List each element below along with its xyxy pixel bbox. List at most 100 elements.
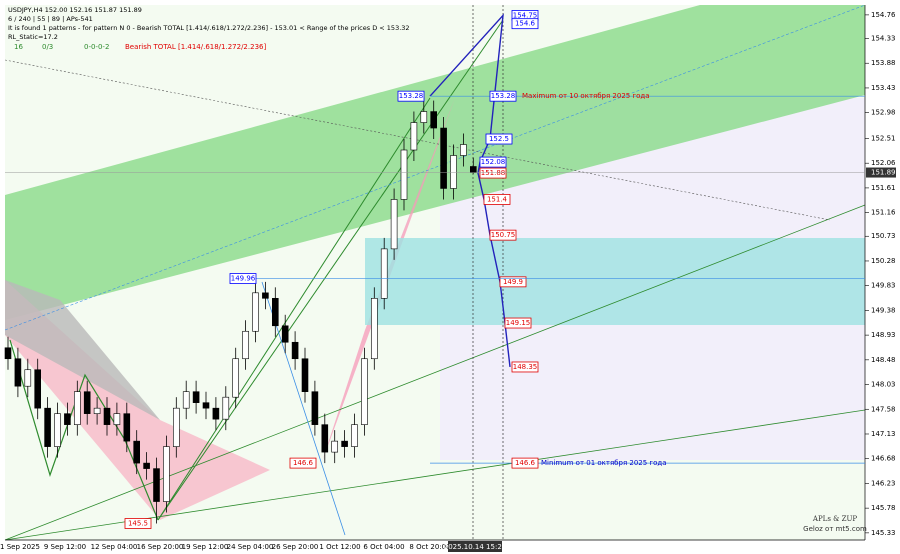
y-tick-label: 151.16 <box>871 209 896 217</box>
candle-body <box>83 391 91 414</box>
candle-body <box>370 298 378 360</box>
level-label: 145.5 <box>128 520 148 528</box>
x-tick-label: 12 Sep 04:00 <box>91 543 138 551</box>
status: 16 <box>14 43 23 51</box>
x-tick-label: 2025.10.14 15:24 <box>444 543 507 551</box>
trend-line <box>157 19 504 521</box>
candle-body <box>133 440 140 464</box>
price-label: 151.89 <box>871 169 896 177</box>
level-label: 149.15 <box>506 319 531 327</box>
x-tick-label: 16 Sep 20:00 <box>137 543 184 551</box>
trend-line <box>157 97 431 521</box>
level-box <box>483 194 511 205</box>
candle-body <box>400 149 408 200</box>
channel <box>5 5 865 320</box>
y-tick-label: 154.33 <box>871 35 896 43</box>
level-label: 149.9 <box>503 278 523 286</box>
level-label: 153.28 <box>399 92 424 100</box>
y-tick-label: 149.38 <box>871 306 896 314</box>
price-axis <box>865 5 900 554</box>
candle-body <box>440 127 447 189</box>
candle-body <box>252 292 259 332</box>
candle-body <box>390 199 398 250</box>
level-label: 151.4 <box>487 195 508 203</box>
level-label: 149.96 <box>231 275 256 283</box>
candle-body <box>173 407 180 447</box>
level-box <box>229 273 257 284</box>
level-label: 146.6 <box>515 459 536 467</box>
candle-body <box>123 413 131 442</box>
level-label: 146.6 <box>293 459 314 467</box>
candle-body <box>351 424 358 447</box>
y-tick-label: 147.58 <box>871 405 896 413</box>
candle-body <box>460 144 467 156</box>
candle-body <box>64 413 71 425</box>
candle-body <box>113 413 121 425</box>
forecast-line <box>429 13 511 368</box>
candle-body <box>311 391 319 425</box>
candle-body <box>291 341 299 360</box>
candle-body <box>14 358 22 387</box>
level-box <box>489 229 517 241</box>
candle-body <box>321 424 329 453</box>
trend-line <box>4 204 866 541</box>
candle-body <box>163 446 170 502</box>
y-tick-label: 150.73 <box>871 232 896 240</box>
y-tick-label: 153.43 <box>871 84 896 92</box>
y-tick-label: 152.51 <box>871 134 896 142</box>
level-box <box>485 133 513 145</box>
x-tick-label: 9 Sep 12:00 <box>44 543 86 551</box>
level-box <box>124 518 152 529</box>
level-box <box>479 167 507 179</box>
header-line: 6 / 240 | 55 | 89 | APs-541 <box>8 15 93 23</box>
time-marker <box>448 541 502 552</box>
x-tick-label: 6 Oct 04:00 <box>363 543 404 551</box>
status: 0-0-0-2 <box>84 43 109 51</box>
annotation: Maximum от 10 октября 2025 года <box>522 92 650 100</box>
level-label: 154.6 <box>515 20 536 28</box>
level-label: 152.08 <box>481 158 506 166</box>
y-tick-label: 146.68 <box>871 455 896 463</box>
level-label: 154.75 <box>513 11 538 19</box>
trend-line <box>4 59 831 221</box>
y-tick-label: 151.61 <box>871 184 896 192</box>
level-box <box>499 276 527 288</box>
y-tick-label: 153.88 <box>871 59 896 67</box>
candle-body <box>450 155 457 189</box>
level-box <box>289 457 317 469</box>
candle-body <box>202 402 210 409</box>
y-tick-label: 154.76 <box>871 11 896 19</box>
zone <box>365 238 865 325</box>
candle-body <box>420 111 428 123</box>
trend-line <box>4 4 866 331</box>
level-label: 153.28 <box>491 92 516 100</box>
candle-body <box>24 369 32 387</box>
candle-body <box>341 440 348 447</box>
candle-body <box>4 347 12 360</box>
y-tick-label: 148.03 <box>871 381 896 389</box>
candle-body <box>143 462 150 469</box>
x-tick-label: 19 Sep 12:00 <box>182 543 229 551</box>
y-tick-label: 148.48 <box>871 356 896 364</box>
candle-body <box>361 358 368 425</box>
y-tick-label: 152.06 <box>871 159 896 167</box>
y-tick-label: 147.13 <box>871 430 896 438</box>
candle-body <box>222 396 230 420</box>
price-box <box>866 167 896 178</box>
y-tick-label: 152.98 <box>871 109 896 117</box>
status: Bearish TOTAL [1.414/.618/1.272/2.236] <box>125 43 266 51</box>
x-tick-label: 26 Sep 20:00 <box>272 543 319 551</box>
candle-body <box>34 369 42 409</box>
header-line: RL_Static=17.2 <box>8 33 58 41</box>
watermark: Geloz от mt5.com <box>803 525 867 533</box>
level-label: 148.35 <box>513 363 538 371</box>
y-tick-label: 149.83 <box>871 282 896 290</box>
candle-body <box>301 358 309 392</box>
candle-body <box>44 407 51 447</box>
candle-body <box>331 440 339 453</box>
level-box <box>397 90 425 102</box>
candle-body <box>242 330 249 360</box>
x-tick-label: 1 Oct 12:00 <box>319 543 360 551</box>
y-tick-label: 145.78 <box>871 504 896 512</box>
